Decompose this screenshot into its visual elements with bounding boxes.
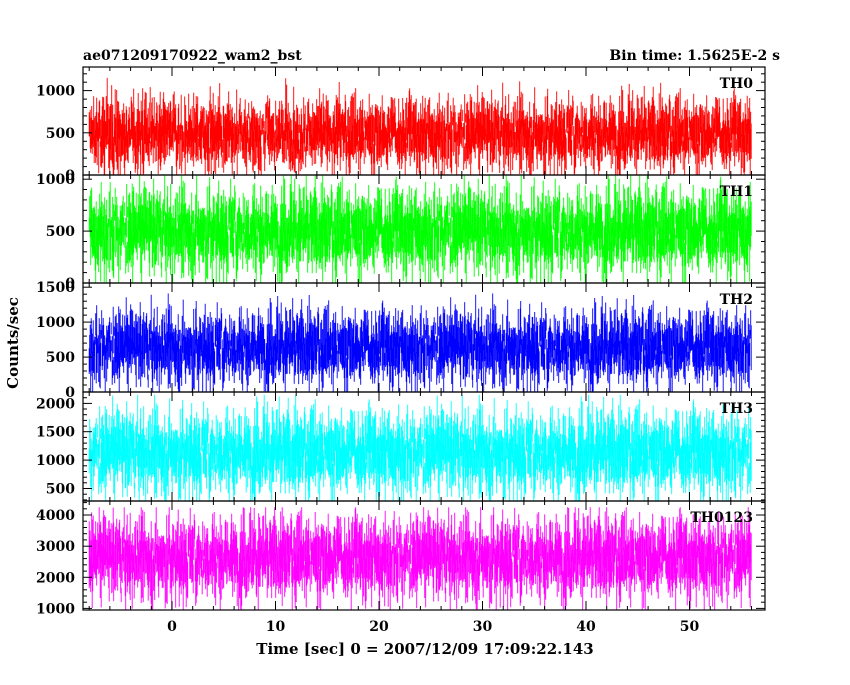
bin-time-label: Bin time: 1.5625E-2 s (609, 48, 780, 64)
panel-th1: 0 500 1000 TH1 (36, 172, 766, 292)
band-label-th3: TH3 (720, 401, 753, 417)
y-tick-label: 500 (46, 350, 75, 366)
series-th0123-trace (88, 507, 752, 610)
x-tick-label: 20 (369, 619, 389, 635)
y-tick-label: 1500 (36, 425, 75, 441)
band-label-th0: TH0 (720, 76, 754, 92)
y-tick-label: 1000 (36, 84, 75, 100)
y-tick-label: 2000 (36, 396, 75, 412)
x-tick-label: 40 (576, 619, 596, 635)
band-label-th2: TH2 (720, 292, 753, 308)
y-tick-label: 0 (65, 276, 75, 292)
band-label-th0123: TH0123 (690, 510, 753, 526)
series-th3-trace (88, 394, 752, 501)
y-axis-title: Counts/sec (4, 297, 22, 389)
panel-th0: 0 500 1000 TH0 (36, 66, 766, 184)
y-tick-label: 500 (46, 126, 75, 142)
y-tick-label: 3000 (36, 539, 75, 555)
panel-th3: 500 1000 1500 2000 TH3 (36, 391, 766, 502)
y-tick-label: 1000 (36, 601, 75, 617)
x-tick-label: 50 (680, 619, 700, 635)
y-tick-label: 4000 (36, 508, 75, 524)
series-th1-trace (88, 175, 752, 283)
x-tick-label: 0 (167, 619, 177, 635)
series-th2-trace (88, 293, 752, 392)
y-tick-label: 2000 (36, 570, 75, 586)
y-tick-label: 0 (65, 168, 75, 184)
y-tick-label: 500 (46, 224, 75, 240)
band-label-th1: TH1 (720, 184, 753, 200)
series-th0-trace (88, 77, 752, 175)
x-tick-label: 10 (266, 619, 286, 635)
x-axis-title: Time [sec] 0 = 2007/12/09 17:09:22.143 (256, 640, 593, 658)
panel-th0123: 1000 2000 3000 4000 TH0123 (36, 500, 766, 617)
y-tick-label: 1000 (36, 453, 75, 469)
panel-th2: 0 500 1000 1500 TH2 (36, 280, 766, 401)
y-tick-label: 1000 (36, 172, 75, 188)
x-tick-label: 30 (473, 619, 493, 635)
panel-frame (82, 500, 766, 611)
y-tick-label: 500 (46, 482, 75, 498)
y-tick-label: 1500 (36, 280, 75, 296)
y-tick-label: 1000 (36, 315, 75, 331)
chart-title: ae071209170922_wam2_bst (83, 48, 302, 64)
y-tick-label: 0 (65, 385, 75, 401)
